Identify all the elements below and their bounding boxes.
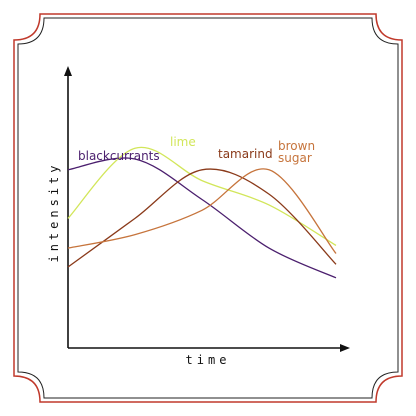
frame-outer-border xyxy=(13,13,403,403)
x-axis-arrow xyxy=(340,344,350,352)
series-line-brown-sugar xyxy=(67,168,337,254)
series-label-brown-sugar-line1: brown xyxy=(278,139,315,153)
y-axis-label: intensity xyxy=(47,161,61,262)
series-label-blackcurrants: blackcurrants xyxy=(78,149,160,163)
frame-inner-border xyxy=(17,17,399,399)
series-line-blackcurrants xyxy=(67,157,337,279)
series-line-lime xyxy=(67,146,337,246)
y-axis-arrow xyxy=(64,66,72,76)
series-label-brown-sugar-line2: sugar xyxy=(278,151,312,165)
series-label-tamarind: tamarind xyxy=(218,147,273,161)
x-axis-label: time xyxy=(186,353,231,367)
series-line-tamarind xyxy=(67,168,337,268)
series-label-lime: lime xyxy=(170,135,196,149)
